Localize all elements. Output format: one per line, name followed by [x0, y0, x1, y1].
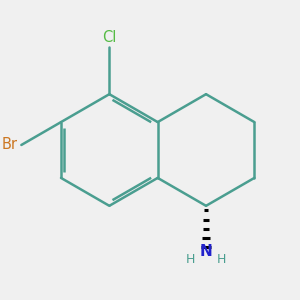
Text: Br: Br [2, 137, 18, 152]
Text: H: H [217, 254, 226, 266]
Text: Cl: Cl [102, 29, 116, 44]
Text: N: N [200, 244, 212, 259]
Text: H: H [186, 254, 195, 266]
